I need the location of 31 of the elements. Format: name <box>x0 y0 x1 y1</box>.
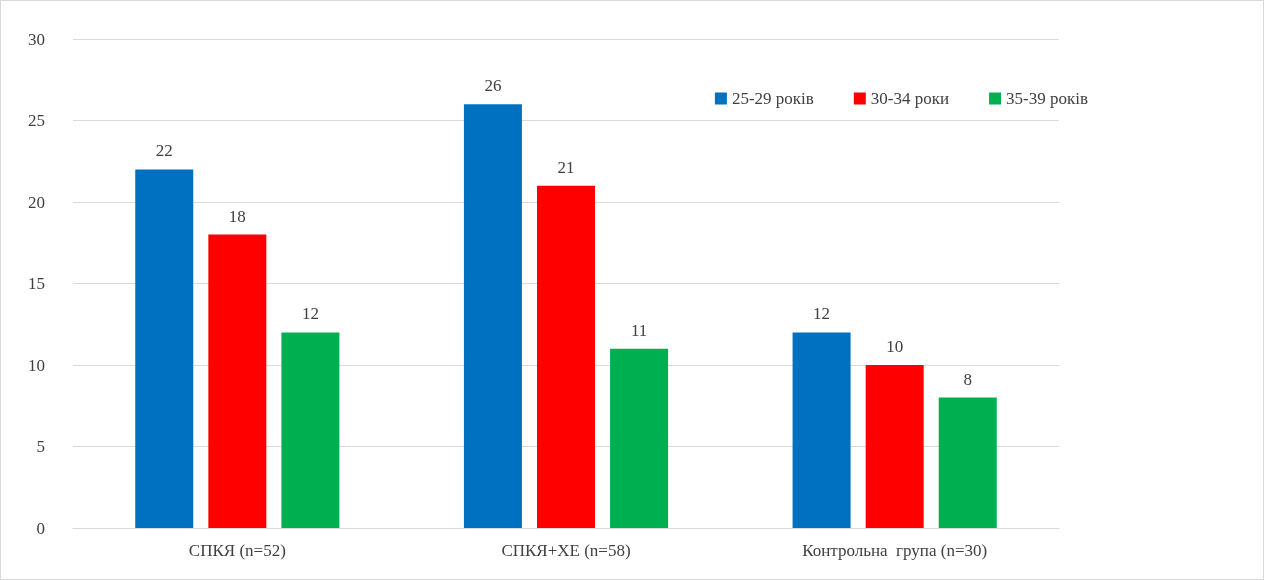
x-tick-label: СПКЯ (n=52) <box>188 541 286 560</box>
data-label: 18 <box>228 206 246 226</box>
y-tick-label: 25 <box>28 111 45 130</box>
legend-label: 25-29 років <box>731 89 814 108</box>
data-label: 12 <box>813 304 831 324</box>
data-label: 12 <box>301 304 319 324</box>
y-tick-label: 5 <box>36 437 45 456</box>
y-tick-label: 15 <box>28 274 45 293</box>
bar <box>610 348 669 528</box>
bar <box>537 185 595 528</box>
bar <box>281 332 340 528</box>
y-tick-label: 0 <box>36 518 45 538</box>
data-label: 11 <box>630 320 648 340</box>
y-tick-label: 10 <box>28 355 45 375</box>
x-tick-label: СПКЯ+ХЕ (n=58) <box>501 541 631 560</box>
bar <box>463 104 522 528</box>
data-label: 22 <box>155 141 173 161</box>
bar <box>792 332 851 528</box>
bar <box>865 365 924 528</box>
data-label: 10 <box>886 337 904 356</box>
bar <box>135 169 194 528</box>
data-label: 26 <box>484 76 502 96</box>
legend-label: 35-39 років <box>1006 89 1088 108</box>
y-tick-label: 30 <box>28 29 45 49</box>
data-label: 21 <box>557 157 575 177</box>
bar <box>938 397 997 528</box>
bar <box>208 234 267 528</box>
x-tick-label: Контрольна група (n=30) <box>802 541 988 560</box>
y-tick-label: 20 <box>28 192 45 212</box>
data-label: 8 <box>963 369 972 389</box>
legend-label: 30-34 роки <box>870 89 950 108</box>
